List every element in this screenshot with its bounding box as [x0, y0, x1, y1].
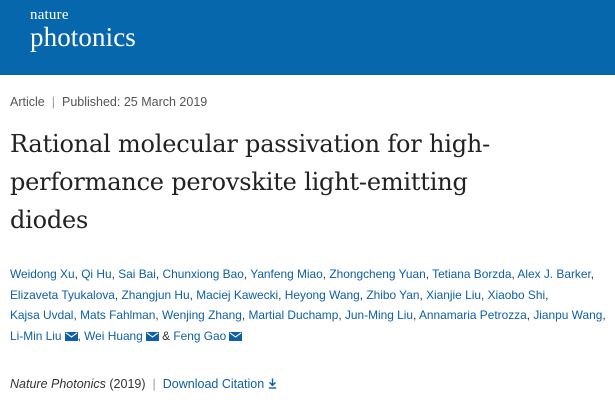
journal-name: Nature Photonics: [10, 377, 106, 391]
author-separator: ,: [338, 308, 342, 322]
author-separator: ,: [545, 287, 549, 302]
author-link[interactable]: Tetiana Borzda: [432, 267, 512, 281]
author-link[interactable]: Annamaria Petrozza: [418, 308, 527, 322]
author-link[interactable]: Qi Hu: [81, 267, 112, 281]
author-link[interactable]: Alex J. Barker: [517, 267, 591, 281]
author-link[interactable]: Xiaobo Shi: [487, 287, 546, 302]
citation-year: (2019): [109, 377, 146, 391]
author-link[interactable]: Weidong Xu: [10, 267, 75, 281]
article-type: Article: [10, 95, 45, 109]
author-link[interactable]: Zhongcheng Yuan: [329, 267, 426, 281]
mail-icon[interactable]: [229, 331, 243, 341]
author-link-corresponding[interactable]: Wei Huang: [84, 328, 143, 343]
author-link-corresponding[interactable]: Feng Gao: [173, 328, 227, 343]
author-separator: ,: [602, 308, 606, 322]
author-link[interactable]: Elizaveta Tyukalova: [10, 287, 115, 302]
author-separator: ,: [413, 308, 417, 322]
author-link[interactable]: Jun-Ming Liu: [344, 308, 414, 322]
author-link[interactable]: Mats Fahlman: [80, 308, 156, 322]
author-link[interactable]: Yanfeng Miao: [250, 267, 323, 281]
author-separator: ,: [425, 267, 430, 281]
author-link[interactable]: Sai Bai: [118, 267, 156, 281]
author-separator: ,: [155, 267, 160, 281]
download-citation-label: Download Citation: [162, 377, 265, 391]
author-separator: ,: [189, 287, 193, 302]
author-link[interactable]: Xianjie Liu: [426, 287, 481, 302]
author-link[interactable]: Heyong Wang: [284, 287, 360, 302]
author-separator: ,: [111, 267, 115, 281]
author-link[interactable]: Zhibo Yan: [366, 287, 420, 302]
author-separator: ,: [526, 308, 531, 322]
author-link[interactable]: Jianpu Wang: [533, 308, 603, 322]
author-separator: ,: [73, 308, 77, 322]
author-link-corresponding[interactable]: Li-Min Liu: [10, 328, 62, 343]
author-separator: ,: [511, 267, 515, 281]
citation-line: Nature Photonics (2019) | Download Citatio…: [10, 377, 277, 391]
author-link[interactable]: Kajsa Uvdal: [10, 308, 74, 322]
author-separator: ,: [322, 267, 327, 281]
author-separator: ,: [278, 287, 282, 302]
title-line-2: performance perovskite light-emitting: [10, 168, 468, 196]
journal-logo-link[interactable]: nature photonics: [30, 7, 136, 53]
download-citation-link[interactable]: Download Citation: [163, 377, 277, 391]
author-link[interactable]: Maciej Kawecki: [196, 287, 279, 302]
site-header: nature photonics: [0, 0, 615, 75]
brand-wordmark-bottom: photonics: [30, 22, 136, 52]
author-separator: ,: [74, 267, 78, 281]
author-separator: ,: [241, 308, 246, 322]
download-icon: [269, 378, 277, 389]
author-separator: ,: [359, 287, 364, 302]
mail-icon[interactable]: [145, 331, 159, 341]
article-meta: Article | Published: 25 March 2019: [10, 95, 207, 109]
citation-divider: |: [152, 377, 156, 391]
publish-date: Published: 25 March 2019: [61, 95, 208, 109]
author-separator: ,: [114, 287, 119, 302]
title-line-1: Rational molecular passivation for high-: [10, 130, 491, 158]
author-separator: ,: [243, 267, 248, 281]
mail-icon[interactable]: [64, 331, 78, 341]
author-link[interactable]: Chunxiong Bao: [162, 267, 244, 281]
meta-divider: |: [51, 95, 55, 109]
author-separator: ,: [155, 308, 159, 322]
author-joiner: &: [162, 328, 171, 343]
author-link[interactable]: Martial Duchamp: [248, 308, 339, 322]
title-line-3: diodes: [10, 206, 89, 234]
author-link[interactable]: Zhangjun Hu: [121, 287, 190, 302]
author-separator: ,: [419, 287, 423, 302]
author-separator: ,: [480, 287, 485, 302]
author-link[interactable]: Wenjing Zhang: [162, 308, 242, 322]
author-list: Weidong Xu, Qi Hu, Sai Bai, Chunxiong Ba…: [10, 264, 608, 346]
author-separator: ,: [590, 267, 595, 281]
author-separator: ,: [77, 328, 81, 343]
article-title: Rational molecular passivation for high-…: [10, 125, 610, 239]
brand-wordmark-top: nature: [30, 7, 69, 23]
